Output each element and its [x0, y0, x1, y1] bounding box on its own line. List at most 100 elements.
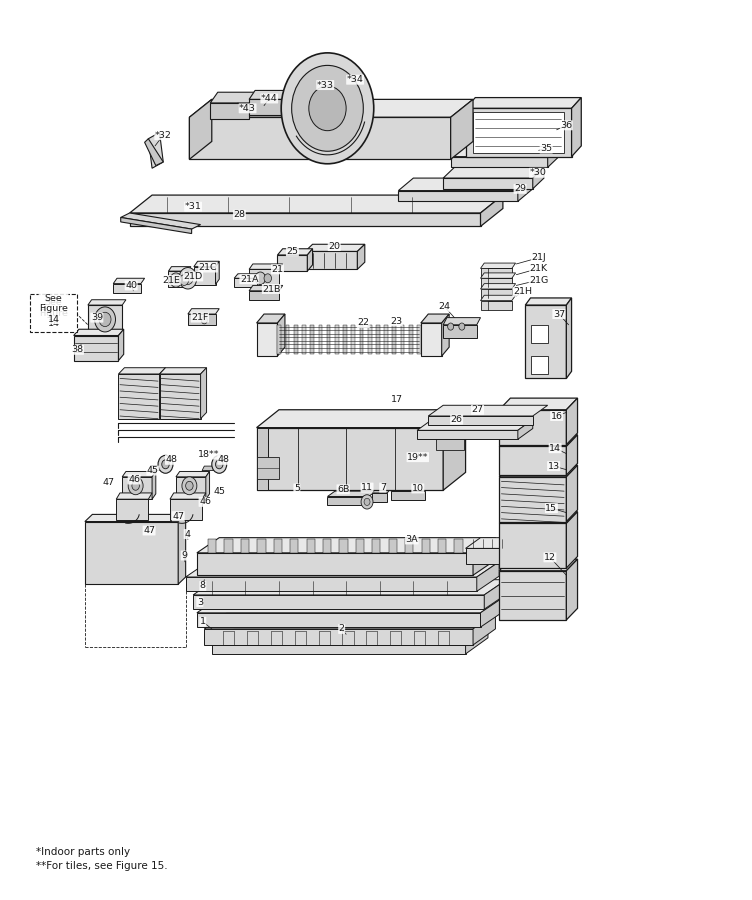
Text: 21C: 21C — [199, 263, 217, 272]
Polygon shape — [168, 271, 188, 287]
Polygon shape — [566, 512, 578, 568]
Polygon shape — [409, 325, 413, 355]
Polygon shape — [405, 539, 414, 553]
Polygon shape — [176, 472, 210, 477]
Polygon shape — [454, 539, 462, 553]
Text: 21K: 21K — [529, 264, 547, 273]
Polygon shape — [372, 493, 387, 502]
Polygon shape — [74, 329, 123, 336]
Text: *34: *34 — [347, 76, 363, 85]
Text: See
Figure
14: See Figure 14 — [39, 293, 68, 324]
Circle shape — [309, 86, 346, 130]
Polygon shape — [531, 356, 547, 374]
Polygon shape — [249, 291, 279, 300]
Polygon shape — [234, 274, 260, 278]
Polygon shape — [88, 305, 123, 334]
Polygon shape — [566, 465, 578, 522]
Text: 21D: 21D — [183, 272, 203, 281]
Polygon shape — [401, 325, 405, 355]
Polygon shape — [302, 325, 306, 355]
Polygon shape — [327, 86, 361, 97]
Polygon shape — [205, 613, 496, 629]
Polygon shape — [417, 325, 421, 355]
Polygon shape — [256, 457, 279, 479]
Polygon shape — [438, 539, 446, 553]
Circle shape — [179, 267, 197, 289]
Polygon shape — [518, 419, 532, 439]
Polygon shape — [277, 255, 308, 271]
Polygon shape — [114, 284, 141, 292]
Polygon shape — [450, 99, 473, 159]
Text: 36: 36 — [560, 121, 572, 130]
Circle shape — [173, 276, 179, 284]
Circle shape — [186, 275, 190, 281]
Text: 7: 7 — [380, 483, 386, 492]
Polygon shape — [417, 419, 532, 430]
Polygon shape — [351, 325, 355, 355]
Polygon shape — [74, 336, 119, 361]
Polygon shape — [159, 374, 201, 418]
Circle shape — [292, 66, 363, 151]
Text: 21A: 21A — [240, 274, 259, 284]
Polygon shape — [481, 598, 503, 627]
Polygon shape — [249, 90, 289, 99]
Polygon shape — [335, 325, 338, 355]
Polygon shape — [481, 268, 512, 277]
Polygon shape — [121, 218, 192, 233]
Text: 2: 2 — [338, 625, 344, 634]
Polygon shape — [372, 539, 381, 553]
Circle shape — [255, 272, 265, 284]
Polygon shape — [499, 398, 578, 410]
Polygon shape — [372, 489, 391, 493]
Text: 8: 8 — [200, 581, 206, 590]
Polygon shape — [129, 213, 481, 227]
Polygon shape — [256, 314, 285, 323]
Circle shape — [180, 274, 189, 285]
Text: 6B: 6B — [337, 485, 350, 494]
Polygon shape — [566, 398, 578, 445]
Polygon shape — [148, 466, 165, 471]
Polygon shape — [170, 493, 206, 500]
Polygon shape — [168, 266, 191, 271]
Polygon shape — [465, 537, 526, 548]
Text: 38: 38 — [71, 346, 83, 355]
Polygon shape — [422, 539, 429, 553]
Text: 29: 29 — [514, 184, 526, 194]
Polygon shape — [327, 497, 368, 506]
Polygon shape — [356, 539, 364, 553]
Polygon shape — [129, 195, 503, 213]
Polygon shape — [212, 645, 465, 654]
Circle shape — [264, 274, 271, 283]
Circle shape — [158, 455, 173, 473]
Polygon shape — [443, 167, 544, 178]
Circle shape — [364, 499, 370, 506]
Polygon shape — [294, 325, 298, 355]
Text: 11: 11 — [361, 483, 373, 492]
Text: 28: 28 — [233, 211, 245, 220]
Polygon shape — [197, 613, 481, 627]
Text: *43: *43 — [239, 104, 256, 112]
Circle shape — [216, 460, 223, 469]
Polygon shape — [117, 500, 148, 520]
Polygon shape — [249, 99, 283, 115]
Polygon shape — [241, 539, 249, 553]
Polygon shape — [205, 629, 473, 645]
Polygon shape — [526, 298, 572, 305]
Polygon shape — [186, 577, 477, 591]
Polygon shape — [294, 88, 324, 99]
Polygon shape — [224, 539, 232, 553]
Polygon shape — [144, 139, 163, 166]
Text: 23: 23 — [390, 317, 402, 326]
Polygon shape — [277, 248, 313, 255]
Polygon shape — [197, 553, 473, 575]
Polygon shape — [152, 472, 156, 500]
Text: 47: 47 — [172, 512, 184, 521]
Circle shape — [128, 477, 143, 495]
Text: **For tiles, see Figure 15.: **For tiles, see Figure 15. — [36, 861, 168, 871]
Polygon shape — [566, 559, 578, 620]
Text: 21J: 21J — [532, 253, 546, 262]
Polygon shape — [119, 374, 159, 418]
Polygon shape — [85, 515, 186, 522]
Circle shape — [361, 495, 373, 509]
Polygon shape — [307, 539, 315, 553]
